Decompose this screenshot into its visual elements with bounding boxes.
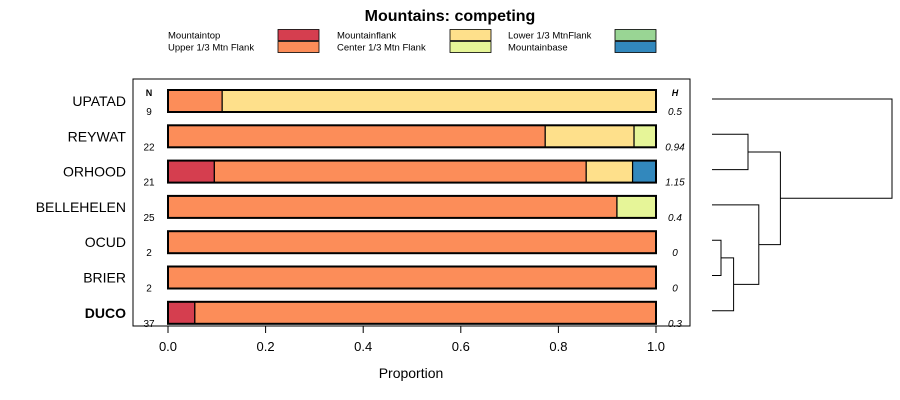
h-value: 0 [672,284,678,295]
h-column-header: H [672,88,679,98]
row-brier: BRIER 2 0 [83,265,678,295]
bar-outline [167,89,657,113]
category-label: OCUD [85,234,126,250]
bar-outline [167,300,657,325]
h-value: 0.3 [668,319,682,330]
legend-label-mountainbase: Mountainbase [508,43,568,54]
x-tick-label: 0.6 [452,339,470,354]
category-label: UPATAD [72,93,126,109]
legend-label-center-1-3-mtn-flank: Center 1/3 Mtn Flank [337,43,426,54]
n-value: 2 [146,284,152,295]
x-tick-label: 1.0 [647,339,665,354]
x-axis: 0.0 0.2 0.4 0.6 0.8 1.0 [159,326,665,354]
category-label: BELLEHELEN [36,199,126,215]
h-value: 0.4 [668,213,682,224]
dendrogram-link [712,133,749,171]
bar-segment-upper-1-3-mtn-flank [167,195,618,219]
row-duco: DUCO 37 0.3 [85,300,682,330]
category-label: REYWAT [68,128,127,144]
dendrogram-link [748,151,781,246]
n-value: 9 [146,107,152,118]
bar-segment-upper-1-3-mtn-flank [194,301,657,325]
legend-label-mountainflank: Mountainflank [337,31,396,42]
plot-frame [132,78,691,327]
h-value: 0.94 [665,142,685,153]
n-value: 37 [143,319,155,330]
row-reywat: REYWAT 22 0.94 [68,124,685,153]
bar-segment-mountainflank [544,124,635,148]
legend-swatch-mountainbase [614,41,657,53]
row-ocud: OCUD 2 0 [85,230,678,259]
x-axis-label: Proportion [379,365,444,381]
x-tick-label: 0.2 [257,339,275,354]
n-value: 2 [146,248,152,259]
bar-segment-upper-1-3-mtn-flank [167,230,657,254]
x-tick-label: 0.8 [549,339,567,354]
dendrogram-link [712,204,760,285]
bar-outline [167,194,657,219]
bar-segment-upper-1-3-mtn-flank [167,89,223,113]
bar-outline [167,265,657,290]
bar-segment-mountainflank [585,160,634,184]
dendrogram [712,98,893,312]
h-value: 0.5 [668,107,682,118]
n-column-header: N [146,88,153,98]
n-value: 21 [143,178,155,189]
x-tick-label: 0.4 [354,339,372,354]
x-tick-label: 0.0 [159,339,177,354]
chart-title: Mountains: competing [365,8,536,25]
bar-segment-center-1-3-mtn-flank [616,195,657,219]
bar-outline [167,230,657,255]
bar-segment-mountainbase [631,160,657,184]
row-upatad: UPATAD 9 0.5 [72,89,682,118]
h-value: 0 [672,248,678,259]
n-value: 25 [143,213,155,224]
n-value: 22 [143,142,155,153]
legend-swatch-center-1-3-mtn-flank [449,41,492,53]
legend-swatch-mountainflank [449,29,492,41]
bar-segment-upper-1-3-mtn-flank [167,265,657,290]
bar-outline [167,124,657,149]
bar-segment-mountaintop [167,301,196,325]
dendrogram-link [712,257,735,312]
dendrogram-link [712,98,893,199]
bar-segment-mountainflank [221,89,657,113]
bar-outline [167,159,657,184]
category-label: BRIER [83,270,126,286]
legend-label-upper-1-3-mtn-flank: Upper 1/3 Mtn Flank [168,43,254,54]
category-label: DUCO [85,305,126,321]
h-value: 1.15 [665,178,685,189]
legend-swatch-lower-1-3-mtnflank [614,29,657,41]
bar-segment-upper-1-3-mtn-flank [167,124,546,148]
bar-segment-mountaintop [167,160,215,184]
bar-segment-upper-1-3-mtn-flank [213,160,587,184]
legend-swatch-upper-1-3-mtn-flank [277,41,320,53]
legend-label-mountaintop: Mountaintop [168,31,220,42]
legend-swatch-mountaintop [277,29,320,41]
bar-segment-center-1-3-mtn-flank [633,124,657,148]
row-bellehelen: BELLEHELEN 25 0.4 [36,194,682,224]
dendrogram-link [712,239,722,276]
category-label: ORHOOD [63,164,126,180]
row-orhood: ORHOOD 21 1.15 [63,159,685,189]
legend-label-lower-1-3-mtnflank: Lower 1/3 MtnFlank [508,31,592,42]
